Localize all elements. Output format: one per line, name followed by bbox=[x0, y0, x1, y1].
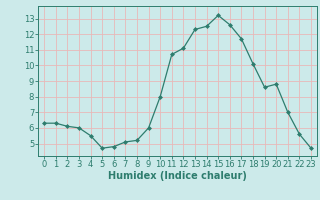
X-axis label: Humidex (Indice chaleur): Humidex (Indice chaleur) bbox=[108, 171, 247, 181]
